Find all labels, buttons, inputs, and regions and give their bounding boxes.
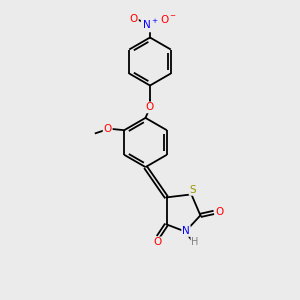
Text: O: O: [146, 102, 154, 112]
Text: O$^-$: O$^-$: [160, 13, 176, 25]
Text: O: O: [153, 237, 162, 248]
Text: O: O: [215, 207, 224, 218]
Text: S: S: [190, 185, 196, 195]
Text: N: N: [182, 226, 190, 236]
Text: O: O: [103, 124, 112, 134]
Text: H: H: [191, 237, 199, 247]
Text: O: O: [130, 14, 138, 24]
Text: N$^+$: N$^+$: [142, 18, 158, 32]
